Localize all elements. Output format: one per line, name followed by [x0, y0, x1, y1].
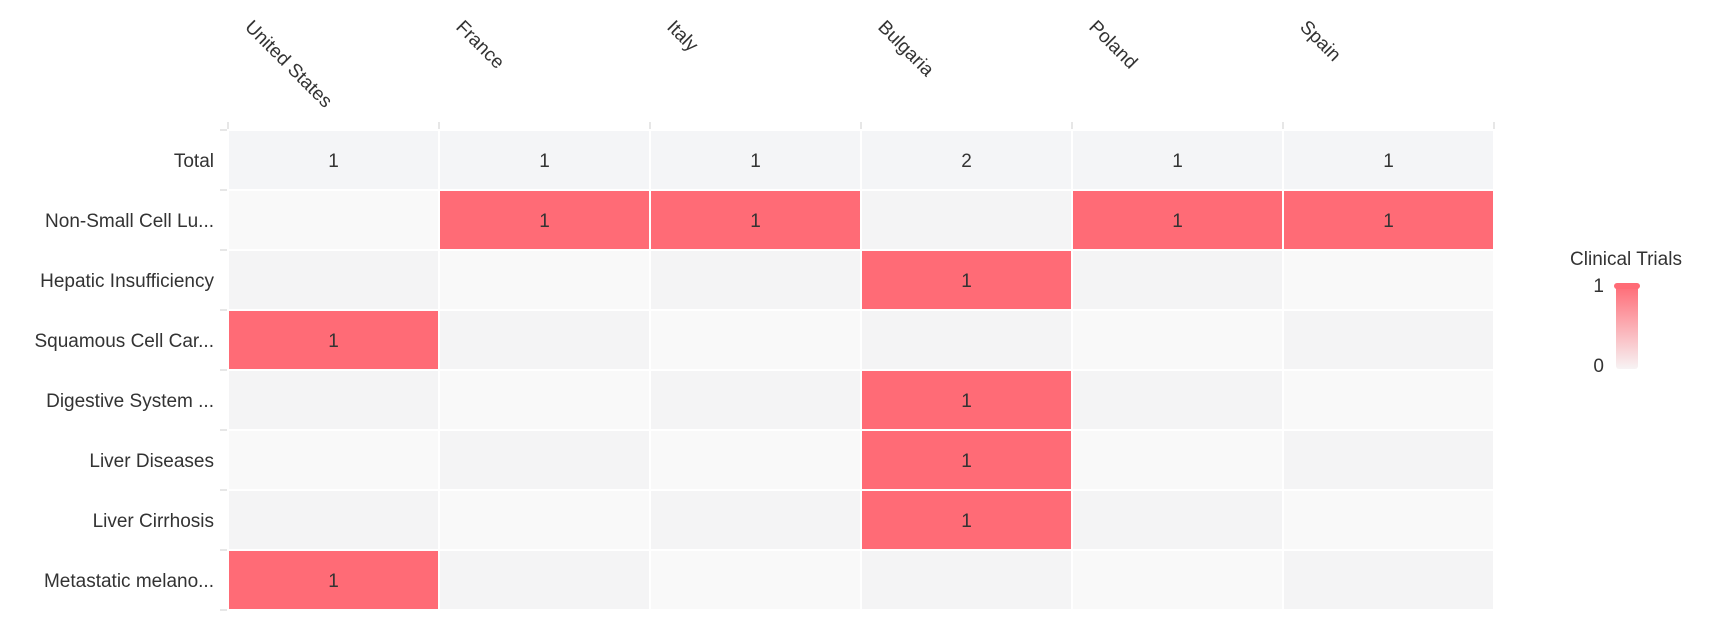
legend: Clinical Trials 1 0 — [1570, 249, 1682, 377]
heatmap-cell[interactable] — [1072, 250, 1283, 310]
heatmap-cell[interactable] — [650, 550, 861, 610]
row-label-non-small-cell-lu: Non-Small Cell Lu... — [45, 211, 214, 232]
row-label-liver-cirrhosis: Liver Cirrhosis — [93, 511, 214, 532]
cell-value-label: 1 — [961, 271, 972, 292]
cell-value-label: 1 — [961, 391, 972, 412]
total-value-label: 1 — [539, 151, 550, 172]
column-label-united-states: United States — [240, 17, 336, 113]
legend-title: Clinical Trials — [1570, 249, 1682, 270]
heatmap-cell[interactable] — [228, 370, 439, 430]
heatmap-cell[interactable] — [650, 250, 861, 310]
row-label-total: Total — [174, 151, 214, 172]
heatmap-cell[interactable] — [439, 370, 650, 430]
heatmap-cell[interactable] — [1072, 370, 1283, 430]
cell-value-label: 1 — [750, 211, 761, 232]
heatmap-cell[interactable] — [439, 250, 650, 310]
total-value-label: 1 — [750, 151, 761, 172]
heatmap-cell[interactable] — [650, 430, 861, 490]
heatmap-cell[interactable] — [228, 430, 439, 490]
cell-value-label: 1 — [328, 571, 339, 592]
heatmap-cell[interactable] — [1072, 490, 1283, 550]
column-label-bulgaria: Bulgaria — [873, 17, 937, 81]
column-label-italy: Italy — [662, 17, 702, 57]
heatmap-cell[interactable] — [861, 550, 1072, 610]
heatmap-cell[interactable] — [1283, 490, 1494, 550]
heatmap-cell[interactable] — [1283, 430, 1494, 490]
heatmap-cell[interactable] — [1072, 430, 1283, 490]
cell-value-label: 1 — [328, 331, 339, 352]
heatmap-cell[interactable] — [1283, 550, 1494, 610]
legend-min-label: 0 — [1593, 356, 1604, 377]
heatmap-cell[interactable] — [861, 310, 1072, 370]
cell-value-label: 1 — [1172, 211, 1183, 232]
cell-value-label: 1 — [1383, 211, 1394, 232]
row-label-liver-diseases: Liver Diseases — [89, 451, 214, 472]
legend-handle[interactable] — [1614, 283, 1640, 289]
total-value-label: 1 — [1172, 151, 1183, 172]
heatmap-cell[interactable] — [650, 310, 861, 370]
row-label-digestive-system: Digestive System ... — [46, 391, 214, 412]
total-value-label: 1 — [328, 151, 339, 172]
heatmap-cell[interactable] — [861, 190, 1072, 250]
heatmap-cell[interactable] — [650, 490, 861, 550]
row-label-squamous-cell-car: Squamous Cell Car... — [34, 331, 214, 352]
heatmap-cell[interactable] — [1072, 550, 1283, 610]
legend-max-label: 1 — [1593, 276, 1604, 297]
heatmap-cell[interactable] — [1072, 310, 1283, 370]
heatmap-cell[interactable] — [439, 310, 650, 370]
total-value-label: 1 — [1383, 151, 1394, 172]
row-labels: Total Non-Small Cell Lu... Hepatic Insuffi… — [34, 151, 214, 592]
heatmap-cell[interactable] — [439, 490, 650, 550]
heatmap-cells: 1 1 1 2 1 1 1 1 1 1 1 1 1 1 1 1 — [228, 130, 1494, 610]
cell-value-label: 1 — [961, 511, 972, 532]
cell-value-label: 1 — [961, 451, 972, 472]
column-labels: United States France Italy Bulgaria Poland Sp… — [240, 17, 1344, 113]
heatmap-cell[interactable] — [1283, 250, 1494, 310]
heatmap-cell[interactable] — [650, 370, 861, 430]
total-value-label: 2 — [961, 151, 972, 172]
heatmap-cell[interactable] — [228, 490, 439, 550]
heatmap-cell[interactable] — [439, 550, 650, 610]
column-label-spain: Spain — [1295, 17, 1344, 66]
heatmap-cell[interactable] — [228, 190, 439, 250]
heatmap-cell[interactable] — [1283, 310, 1494, 370]
column-label-poland: Poland — [1084, 17, 1141, 74]
legend-gradient-bar — [1616, 285, 1638, 369]
row-label-metastatic-melano: Metastatic melano... — [44, 571, 214, 592]
column-label-france: France — [451, 17, 508, 74]
cell-value-label: 1 — [539, 211, 550, 232]
heatmap-cell[interactable] — [1283, 370, 1494, 430]
row-label-hepatic-insufficiency: Hepatic Insufficiency — [40, 271, 214, 292]
heatmap-cell[interactable] — [439, 430, 650, 490]
heatmap-cell[interactable] — [228, 250, 439, 310]
